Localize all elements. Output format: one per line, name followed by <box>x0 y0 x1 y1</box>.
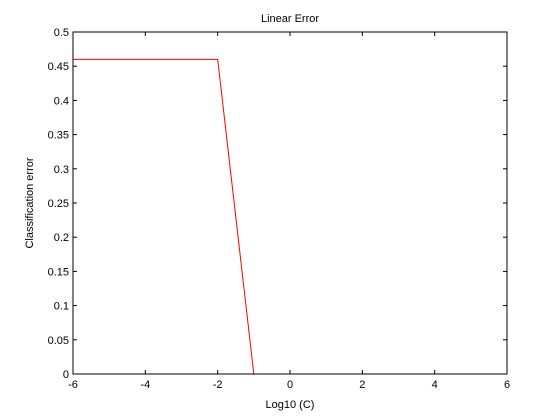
y-tick-label: 0.15 <box>48 266 69 278</box>
x-tick-label: 0 <box>287 379 293 391</box>
y-tick-label: 0.05 <box>48 335 69 347</box>
x-tick-label: 4 <box>432 379 438 391</box>
y-tick-label: 0.45 <box>48 61 69 73</box>
x-axis-label: Log10 (C) <box>266 399 315 411</box>
y-axis-label: Classification error <box>24 157 36 248</box>
y-tick-label: 0.4 <box>54 95 69 107</box>
plot-area <box>73 32 507 374</box>
y-tick-label: 0.25 <box>48 198 69 210</box>
x-tick-label: 6 <box>504 379 510 391</box>
y-tick-label: 0.2 <box>54 232 69 244</box>
chart-title: Linear Error <box>261 13 319 25</box>
y-tick-label: 0.1 <box>54 301 69 313</box>
x-tick-label: -4 <box>140 379 150 391</box>
y-axis-ticks: 0 0.05 0.1 0.15 0.2 0.25 0.3 0.35 0.4 0.45 0.5 <box>48 27 507 381</box>
y-tick-label: 0.35 <box>48 130 69 142</box>
x-tick-label: -6 <box>68 379 78 391</box>
x-axis-ticks: -6 -4 -2 0 2 4 6 <box>68 32 510 391</box>
y-tick-label: 0 <box>63 369 69 381</box>
x-tick-label: -2 <box>213 379 223 391</box>
y-tick-label: 0.3 <box>54 164 69 176</box>
y-tick-label: 0.5 <box>54 27 69 39</box>
x-tick-label: 2 <box>359 379 365 391</box>
